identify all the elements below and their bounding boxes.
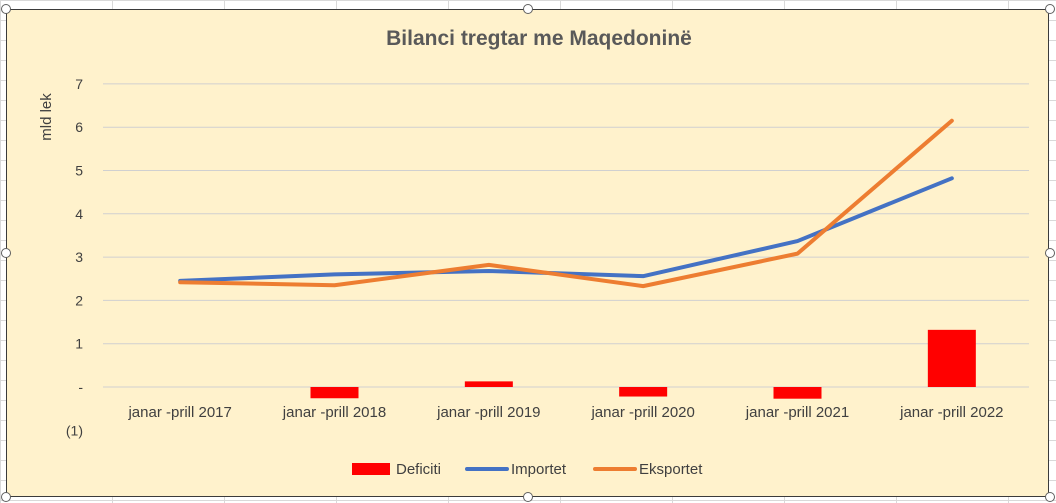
resize-handle-middle-left[interactable] xyxy=(1,248,11,258)
x-tick-label: janar -prill 2017 xyxy=(127,404,231,421)
resize-handle-bottom-right[interactable] xyxy=(1045,492,1055,502)
y-tick-label: 6 xyxy=(75,119,83,135)
x-tick-label: janar -prill 2021 xyxy=(745,404,849,421)
resize-handle-middle-right[interactable] xyxy=(1045,248,1055,258)
legend-label-importet: Importet xyxy=(511,461,567,478)
chart-svg: Bilanci tregtar me Maqedoninë mld lek (1… xyxy=(38,27,1029,478)
x-tick-label: janar -prill 2022 xyxy=(899,404,1003,421)
bar-deficiti xyxy=(927,329,976,387)
resize-handle-bottom-center[interactable] xyxy=(523,492,533,502)
line-eksportet xyxy=(178,118,954,289)
x-tick-label: janar -prill 2020 xyxy=(590,404,694,421)
y-tick-label: 2 xyxy=(75,292,83,308)
y-tick-label: 7 xyxy=(75,76,83,92)
chart-title: Bilanci tregtar me Maqedoninë xyxy=(386,27,692,50)
resize-handle-top-left[interactable] xyxy=(1,4,11,14)
legend-label-deficiti: Deficiti xyxy=(396,461,441,478)
line-importet xyxy=(178,176,954,283)
bar-deficiti xyxy=(310,387,359,399)
resize-handle-top-right[interactable] xyxy=(1045,4,1055,14)
x-tick-label: janar -prill 2018 xyxy=(282,404,386,421)
x-tick-label: janar -prill 2019 xyxy=(436,404,540,421)
y-tick-label: 3 xyxy=(75,249,83,265)
bar-deficiti xyxy=(464,381,513,387)
resize-handle-top-center[interactable] xyxy=(523,4,533,14)
y-tick-label: 5 xyxy=(75,163,83,179)
bar-deficiti xyxy=(619,387,668,397)
legend-label-eksportet: Eksportet xyxy=(639,461,703,478)
y-tick-label: (1) xyxy=(66,422,83,438)
bar-deficiti xyxy=(773,387,822,399)
chart-area[interactable]: Bilanci tregtar me Maqedoninë mld lek (1… xyxy=(6,9,1049,497)
y-tick-label: 4 xyxy=(75,206,83,222)
y-tick-label: - xyxy=(78,379,83,395)
y-axis-label: mld lek xyxy=(38,93,55,141)
y-tick-label: 1 xyxy=(75,336,83,352)
resize-handle-bottom-left[interactable] xyxy=(1,492,11,502)
legend-swatch-deficiti xyxy=(352,463,390,475)
